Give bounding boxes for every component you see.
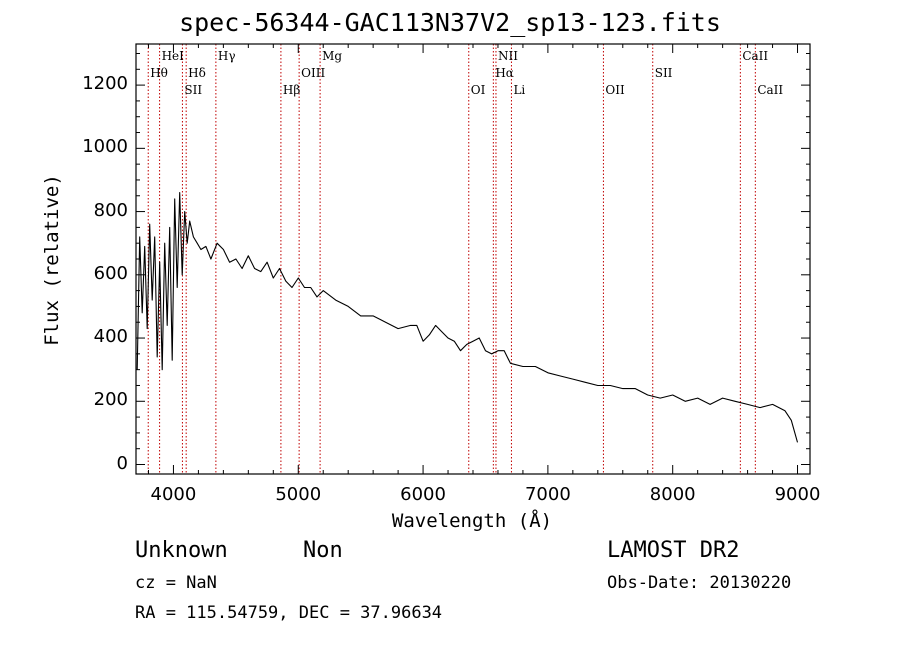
object-class: Unknown (135, 538, 228, 563)
y-tick-label: 200 (93, 389, 128, 411)
spectral-line-label: NII (497, 49, 518, 63)
spectral-line-label: SII (654, 66, 673, 80)
x-tick-label: 8000 (649, 484, 696, 505)
spectral-line-label: Hδ (188, 66, 206, 80)
flux-series-line (136, 192, 799, 443)
spectral-line-label: SII (184, 83, 203, 97)
coordinates-text: RA = 115.54759, DEC = 37.96634 (135, 603, 443, 623)
x-tick-label: 7000 (524, 484, 571, 505)
object-subclass: Non (303, 538, 343, 563)
spectral-line-label: CaII (742, 49, 769, 63)
x-axis-title: Wavelength (Å) (391, 510, 553, 532)
y-tick-label: 1000 (82, 136, 128, 158)
spectral-line-label: Li (513, 83, 526, 97)
spectral-line-label: OIII (301, 66, 326, 80)
x-tick-label: 5000 (275, 484, 322, 505)
obs-date: Obs-Date: 20130220 (607, 573, 792, 593)
y-tick-label: 1200 (82, 73, 128, 95)
survey-name: LAMOST DR2 (607, 538, 740, 563)
x-tick-label: 9000 (774, 484, 821, 505)
spectral-line-label: Hα (495, 66, 514, 80)
spectral-line-markers (147, 44, 756, 474)
chart-title: spec-56344-GAC113N37V2_sp13-123.fits (179, 8, 721, 37)
spectral-line-label: HeI (161, 49, 184, 63)
y-axis-title: Flux (relative) (41, 174, 63, 346)
x-tick-label: 4000 (150, 484, 197, 505)
y-tick-label: 600 (93, 262, 128, 284)
spectral-line-label: OII (605, 83, 625, 97)
axis-ticks (136, 44, 810, 474)
x-tick-label: 6000 (400, 484, 446, 505)
spectral-line-label: Hθ (150, 66, 168, 80)
y-tick-label: 400 (93, 326, 128, 348)
spectral-line-label: OI (470, 83, 486, 97)
spectral-line-label: Mg (322, 49, 343, 63)
y-tick-label: 800 (93, 199, 128, 221)
spectral-line-label: Hγ (217, 49, 236, 63)
spectral-line-label: Hβ (282, 83, 301, 97)
plot-area-frame (135, 43, 811, 475)
y-tick-label: 0 (116, 452, 128, 474)
redshift-text: cz = NaN (135, 573, 217, 593)
spectral-line-label: CaII (757, 83, 784, 97)
